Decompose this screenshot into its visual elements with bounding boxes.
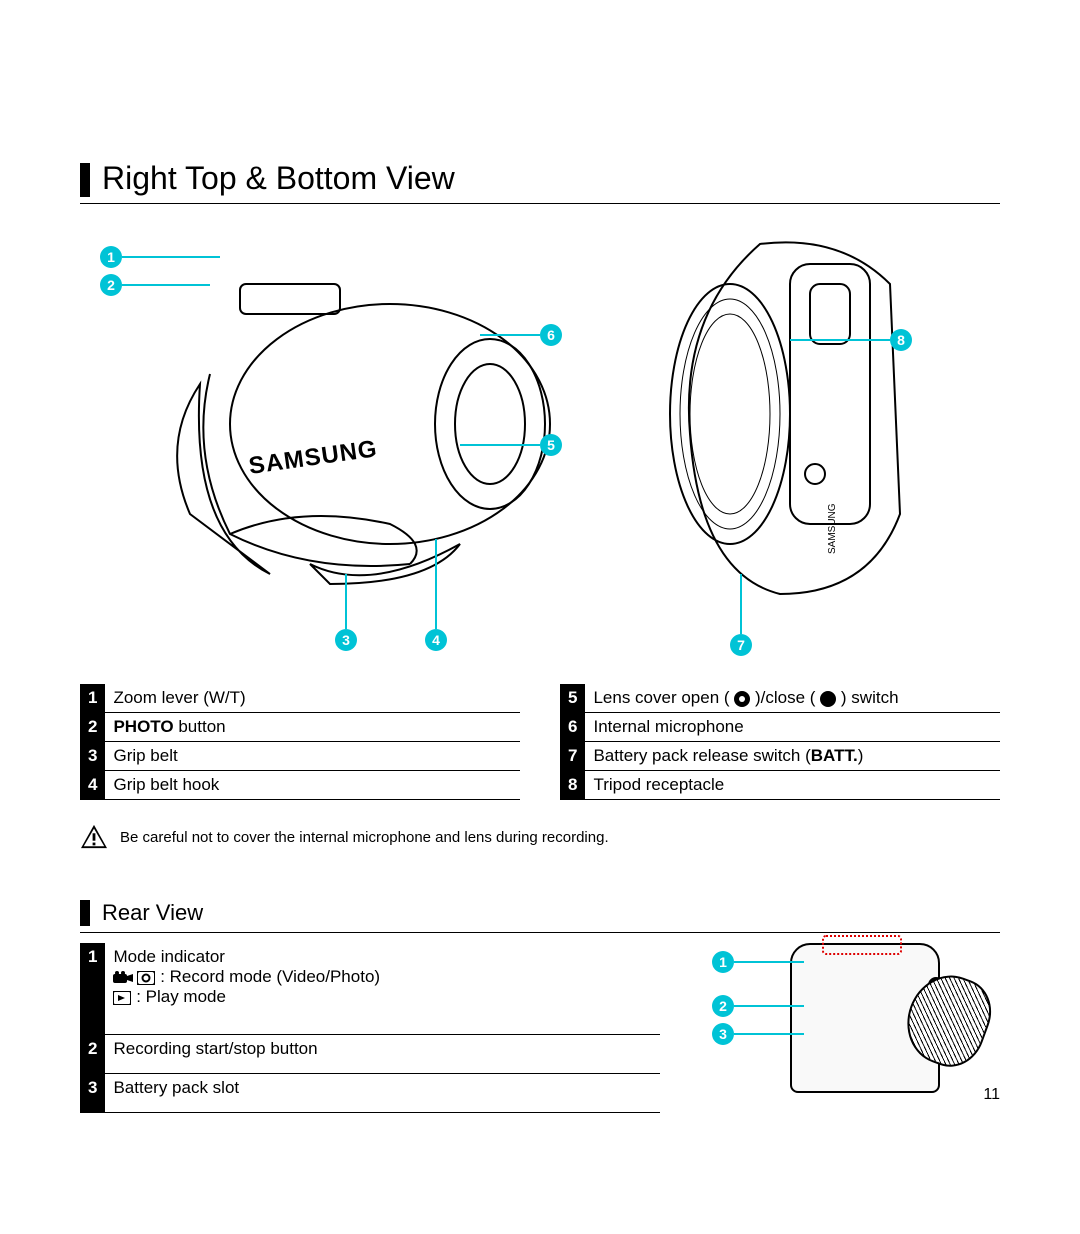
row-number: 6 [560,713,585,742]
mode-indicator-box [822,935,902,955]
title-bar [80,900,90,926]
callout-6: 6 [540,324,562,346]
row-label: Tripod receptacle [585,771,1000,800]
row-number: 1 [80,684,105,713]
grip-strap-graphic [895,964,1001,1076]
callout-7: 7 [730,634,752,656]
heading-top: Right Top & Bottom View [102,160,455,197]
parts-tables-top: 1Zoom lever (W/T)2PHOTO button3Grip belt… [80,684,1000,800]
row-number: 2 [80,1035,105,1074]
callout-5: 5 [540,434,562,456]
callout-3: 3 [335,629,357,651]
row-number: 2 [80,713,105,742]
diagram-rear: 1 2 3 [700,943,1000,1113]
heading-rear: Rear View [102,900,203,926]
row-label: Battery pack release switch (BATT.) [585,742,1000,771]
row-label: Battery pack slot [105,1074,660,1113]
row-label: Zoom lever (W/T) [105,684,520,713]
section-title-rear: Rear View [80,900,1000,933]
table-row: 1Zoom lever (W/T) [80,684,520,713]
row-number: 8 [560,771,585,800]
row-label: Internal microphone [585,713,1000,742]
warning-note: Be careful not to cover the internal mic… [80,824,1000,850]
callout-4: 4 [425,629,447,651]
rear-section: 1Mode indicator : Record mode (Video/Pho… [80,943,1000,1113]
warning-text: Be careful not to cover the internal mic… [120,829,609,846]
title-bar [80,163,90,197]
table-row: 5Lens cover open ( )/close ( ) switch [560,684,1000,713]
row-number: 3 [80,1074,105,1113]
diagram-camera-right-top: SAMSUNG [130,254,560,594]
row-number: 7 [560,742,585,771]
table-row: 8Tripod receptacle [560,771,1000,800]
row-label: PHOTO button [105,713,520,742]
warning-icon [80,824,108,850]
svg-text:SAMSUNG: SAMSUNG [247,435,379,480]
rear-callout-1: 1 [712,951,734,973]
parts-table-left: 1Zoom lever (W/T)2PHOTO button3Grip belt… [80,684,520,800]
table-row: 3Grip belt [80,742,520,771]
table-row: 4Grip belt hook [80,771,520,800]
rear-callout-2: 2 [712,995,734,1017]
section-title-top: Right Top & Bottom View [80,160,1000,204]
row-number: 4 [80,771,105,800]
row-label: Grip belt [105,742,520,771]
table-row: 2PHOTO button [80,713,520,742]
table-row: 6Internal microphone [560,713,1000,742]
row-number: 5 [560,684,585,713]
diagram-area-top: SAMSUNG SAMSUNG 1 2 3 4 5 6 7 8 [80,234,1000,664]
row-label: Grip belt hook [105,771,520,800]
table-row: 7Battery pack release switch (BATT.) [560,742,1000,771]
row-number: 1 [80,943,105,1035]
table-row: 3Battery pack slot [80,1074,660,1113]
parts-table-right: 5Lens cover open ( )/close ( ) switch6In… [560,684,1000,800]
table-row: 2Recording start/stop button [80,1035,660,1074]
callout-1: 1 [100,246,122,268]
diagram-camera-bottom: SAMSUNG [640,234,960,614]
row-label: Mode indicator : Record mode (Video/Phot… [105,943,660,1035]
row-number: 3 [80,742,105,771]
rear-camera-outline [790,943,940,1093]
row-label: Lens cover open ( )/close ( ) switch [585,684,1000,713]
svg-text:SAMSUNG: SAMSUNG [827,503,838,554]
table-row: 1Mode indicator : Record mode (Video/Pho… [80,943,660,1035]
parts-table-rear: 1Mode indicator : Record mode (Video/Pho… [80,943,660,1113]
row-label: Recording start/stop button [105,1035,660,1074]
callout-2: 2 [100,274,122,296]
callout-8: 8 [890,329,912,351]
rear-callout-3: 3 [712,1023,734,1045]
page-number: 11 [983,1086,1000,1104]
